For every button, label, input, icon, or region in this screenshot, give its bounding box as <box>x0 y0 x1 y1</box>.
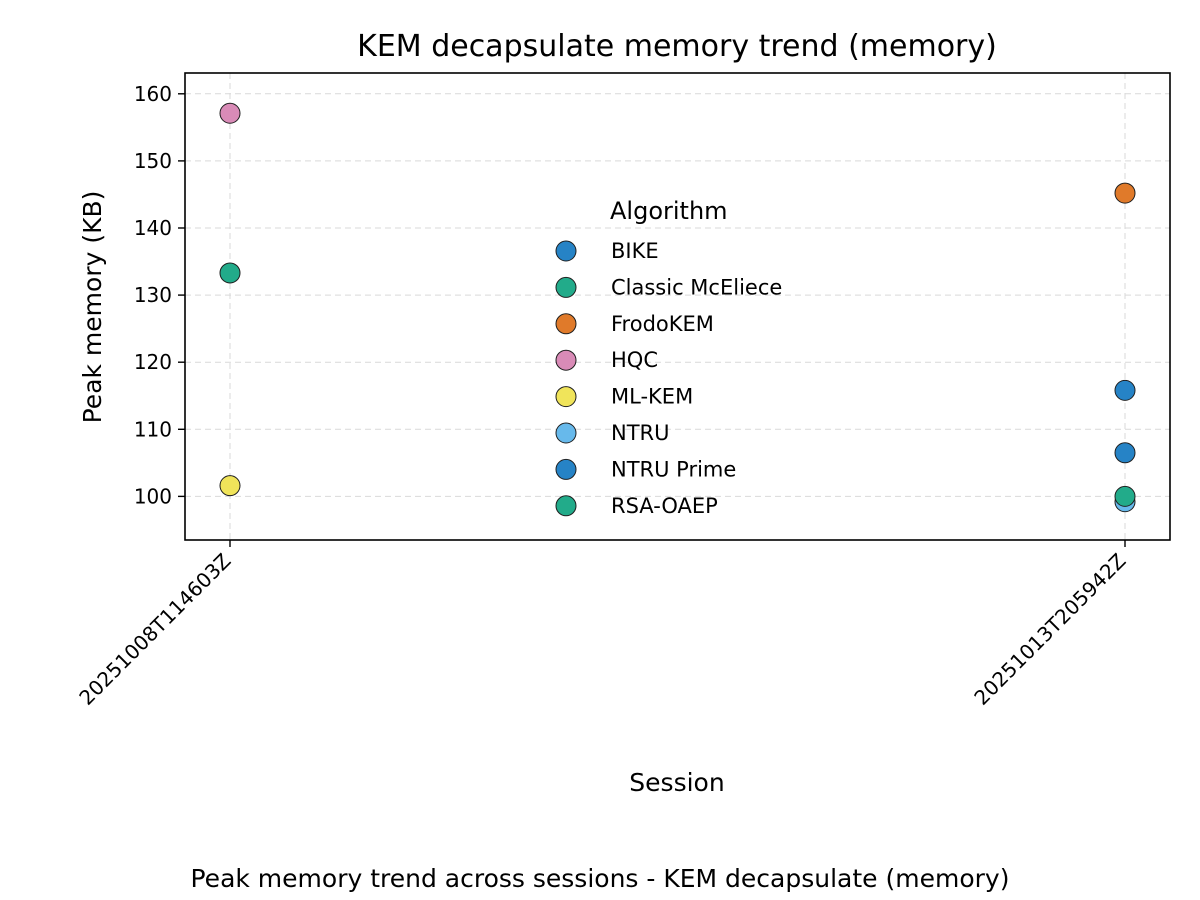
x-tick-label: 20251013T205942Z <box>969 549 1130 710</box>
data-point-ntru-prime <box>1114 442 1136 464</box>
legend-marker <box>555 313 577 335</box>
legend-marker <box>555 276 577 298</box>
y-tick-label: 110 <box>134 417 172 441</box>
legend-label: NTRU <box>611 421 670 445</box>
y-tick-label: 150 <box>134 149 172 173</box>
legend-marker <box>555 422 577 444</box>
legend-title: Algorithm <box>610 197 728 225</box>
legend-marker <box>555 240 577 262</box>
legend-label: RSA-OAEP <box>611 494 718 518</box>
legend-marker <box>555 458 577 480</box>
legend-label: HQC <box>611 348 658 372</box>
x-axis: 20251008T114603Z 20251013T205942Z <box>74 540 1131 710</box>
x-axis-label: Session <box>629 768 724 797</box>
legend-label: ML-KEM <box>611 385 693 409</box>
data-points <box>219 102 1136 513</box>
data-point-hqc <box>219 102 241 124</box>
legend-marker <box>555 349 577 371</box>
legend-label: BIKE <box>611 239 659 263</box>
data-point-rsa-oaep <box>1114 485 1136 507</box>
legend-label: Classic McEliece <box>611 275 782 299</box>
figure-caption: Peak memory trend across sessions - KEM … <box>190 864 1010 893</box>
y-tick-label: 140 <box>134 216 172 240</box>
legend: Algorithm BIKE Classic McEliece FrodoKEM HQ… <box>555 197 782 518</box>
legend-marker <box>555 495 577 517</box>
data-point-ml-kem <box>219 475 241 497</box>
y-tick-label: 130 <box>134 283 172 307</box>
data-point-classic-mceliece <box>219 262 241 284</box>
data-point-frodokem <box>1114 182 1136 204</box>
chart-title: KEM decapsulate memory trend (memory) <box>357 29 997 64</box>
y-axis: 100 110 120 130 140 150 160 <box>134 82 185 508</box>
y-tick-label: 120 <box>134 350 172 374</box>
legend-marker <box>555 386 577 408</box>
legend-label: NTRU Prime <box>611 457 736 481</box>
x-tick-label: 20251008T114603Z <box>74 549 235 710</box>
y-axis-label: Peak memory (KB) <box>78 191 107 424</box>
plot-frame <box>184 72 1171 541</box>
legend-label: FrodoKEM <box>611 312 714 336</box>
y-tick-label: 160 <box>134 82 172 106</box>
scatter-chart: KEM decapsulate memory trend (memory) 10… <box>74 29 1171 797</box>
grid-lines <box>185 73 1170 540</box>
data-point-bike <box>1114 379 1136 401</box>
y-tick-label: 100 <box>134 484 172 508</box>
